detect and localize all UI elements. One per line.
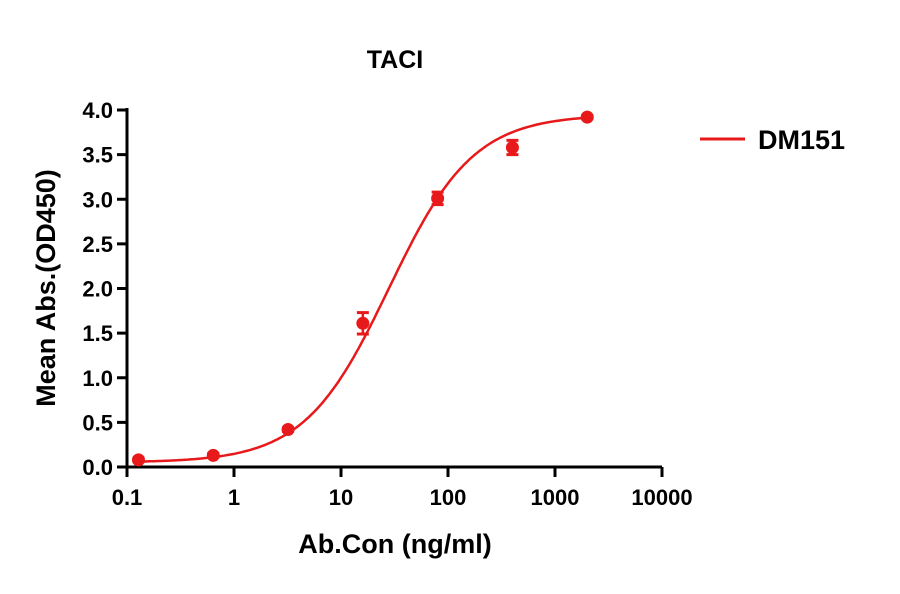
axes: 0.1 1 10 100 1000 10000 0.0 0.5 1.0 1.5 2.0 2.5 3.0 3…	[82, 98, 692, 510]
x-tick-label: 10	[329, 485, 353, 510]
data-point	[431, 191, 445, 205]
y-tick-label: 0.5	[82, 410, 113, 435]
fit-curve-group	[138, 116, 588, 463]
y-tick-label: 1.5	[82, 321, 113, 346]
y-tick-label: 1.0	[82, 366, 113, 391]
y-tick-label: 3.0	[82, 187, 113, 212]
x-tick-label: 1000	[531, 485, 580, 510]
data-point	[131, 453, 145, 467]
x-axis-label: Ab.Con (ng/ml)	[298, 529, 491, 559]
y-tick-label: 0.0	[82, 455, 113, 480]
y-tick-label: 4.0	[82, 98, 113, 123]
data-point	[580, 110, 594, 124]
x-tick-label: 100	[430, 485, 467, 510]
x-tick-label: 10000	[631, 485, 692, 510]
y-tick-label: 2.0	[82, 277, 113, 302]
data-point	[206, 448, 220, 462]
data-point	[356, 316, 370, 330]
data-point	[281, 423, 295, 437]
chart-title: TACI	[367, 46, 423, 74]
y-tick-label: 3.5	[82, 143, 113, 168]
y-tick-label: 2.5	[82, 232, 113, 257]
x-tick-label: 1	[228, 485, 240, 510]
legend-label-dm151: DM151	[758, 125, 845, 155]
legend: DM151	[700, 125, 845, 155]
data-point	[505, 140, 519, 154]
fit-curve-dm151	[138, 116, 588, 463]
data-points-group	[131, 110, 594, 467]
x-tick-label: 0.1	[112, 485, 143, 510]
y-axis-label: Mean Abs.(OD450)	[31, 169, 61, 407]
